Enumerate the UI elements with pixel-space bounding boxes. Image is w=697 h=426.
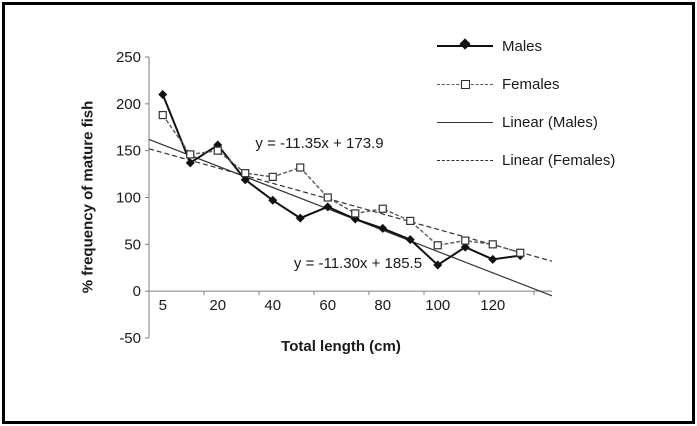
legend-item-females[interactable]: Females xyxy=(437,65,615,103)
y-tick-label: 250 xyxy=(116,49,141,66)
legend-label-females: Females xyxy=(502,75,560,93)
chart-legend: Males Females Linear (Males) Linear (Fem… xyxy=(437,27,615,179)
trendline-females xyxy=(148,148,553,262)
linear-females-line-sample xyxy=(437,159,493,161)
females-marker xyxy=(378,204,387,213)
y-tick-label: 50 xyxy=(124,236,141,253)
males-marker xyxy=(158,89,168,99)
females-marker xyxy=(461,236,470,245)
trendline-equation: y = -11.30x + 185.5 xyxy=(294,255,422,272)
legend-label-males: Males xyxy=(502,37,543,55)
females-series-swatch xyxy=(437,79,493,89)
legend-item-linear-males[interactable]: Linear (Males) xyxy=(437,103,615,141)
females-marker xyxy=(323,193,332,202)
open-square-marker-icon xyxy=(461,79,470,89)
axes: -50 0 50 100 150 200 250 5 20 40 60 80 100 120 xyxy=(116,49,552,347)
linear-females-swatch xyxy=(437,159,493,161)
y-tick-label: 0 xyxy=(133,283,141,300)
males-marker xyxy=(378,223,388,233)
females-marker xyxy=(488,240,497,249)
legend-item-males[interactable]: Males xyxy=(437,27,615,65)
x-tick-label: 20 xyxy=(209,297,226,314)
males-marker xyxy=(405,235,415,245)
y-tick-label: 200 xyxy=(116,96,141,113)
females-marker xyxy=(351,209,360,218)
males-marker xyxy=(240,175,250,185)
females-marker xyxy=(158,110,167,120)
females-marker xyxy=(268,172,277,181)
legend-label-linear-males: Linear (Males) xyxy=(502,113,598,131)
females-marker xyxy=(433,241,442,250)
legend-item-linear-females[interactable]: Linear (Females) xyxy=(437,141,615,179)
females-marker xyxy=(296,163,305,172)
females-marker xyxy=(516,248,525,257)
legend-label-linear-females: Linear (Females) xyxy=(502,151,616,169)
series-females xyxy=(158,110,525,257)
females-marker xyxy=(186,150,195,159)
x-tick-label: 40 xyxy=(264,297,281,314)
y-tick-label: -50 xyxy=(119,330,141,347)
x-tick-label: 100 xyxy=(425,297,450,314)
x-tick-label: 5 xyxy=(159,297,167,314)
males-marker xyxy=(323,202,333,212)
x-tick-label: 80 xyxy=(374,297,391,314)
y-tick-label: 100 xyxy=(116,190,141,207)
x-axis-title: Total length (cm) xyxy=(281,338,401,355)
x-tick-label: 60 xyxy=(319,297,336,314)
females-marker xyxy=(213,146,222,155)
linear-males-swatch xyxy=(437,121,493,123)
x-tick-label: 120 xyxy=(480,297,505,314)
y-tick-label: 150 xyxy=(116,143,141,160)
males-series-swatch xyxy=(437,38,493,50)
filled-diamond-marker-icon xyxy=(459,38,471,50)
females-marker xyxy=(241,169,250,178)
males-marker xyxy=(460,242,470,252)
males-marker xyxy=(433,260,443,270)
trendline-equation: y = -11.35x + 173.9 xyxy=(255,135,383,152)
y-axis-title: % frequency of mature fish xyxy=(79,100,97,294)
males-marker xyxy=(488,254,498,264)
males-marker xyxy=(295,213,305,223)
males-marker xyxy=(185,158,195,168)
linear-males-line-sample xyxy=(437,121,493,123)
males-marker xyxy=(268,195,278,205)
females-marker xyxy=(406,216,415,226)
